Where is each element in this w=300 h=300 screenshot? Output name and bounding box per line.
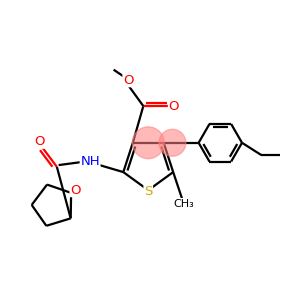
Circle shape (159, 129, 186, 156)
Text: O: O (70, 184, 81, 196)
Text: O: O (169, 100, 179, 112)
Text: O: O (123, 74, 134, 87)
Text: S: S (144, 185, 152, 199)
Circle shape (132, 127, 164, 159)
Text: O: O (34, 135, 45, 148)
Text: CH₃: CH₃ (173, 199, 194, 208)
Text: NH: NH (80, 155, 100, 168)
